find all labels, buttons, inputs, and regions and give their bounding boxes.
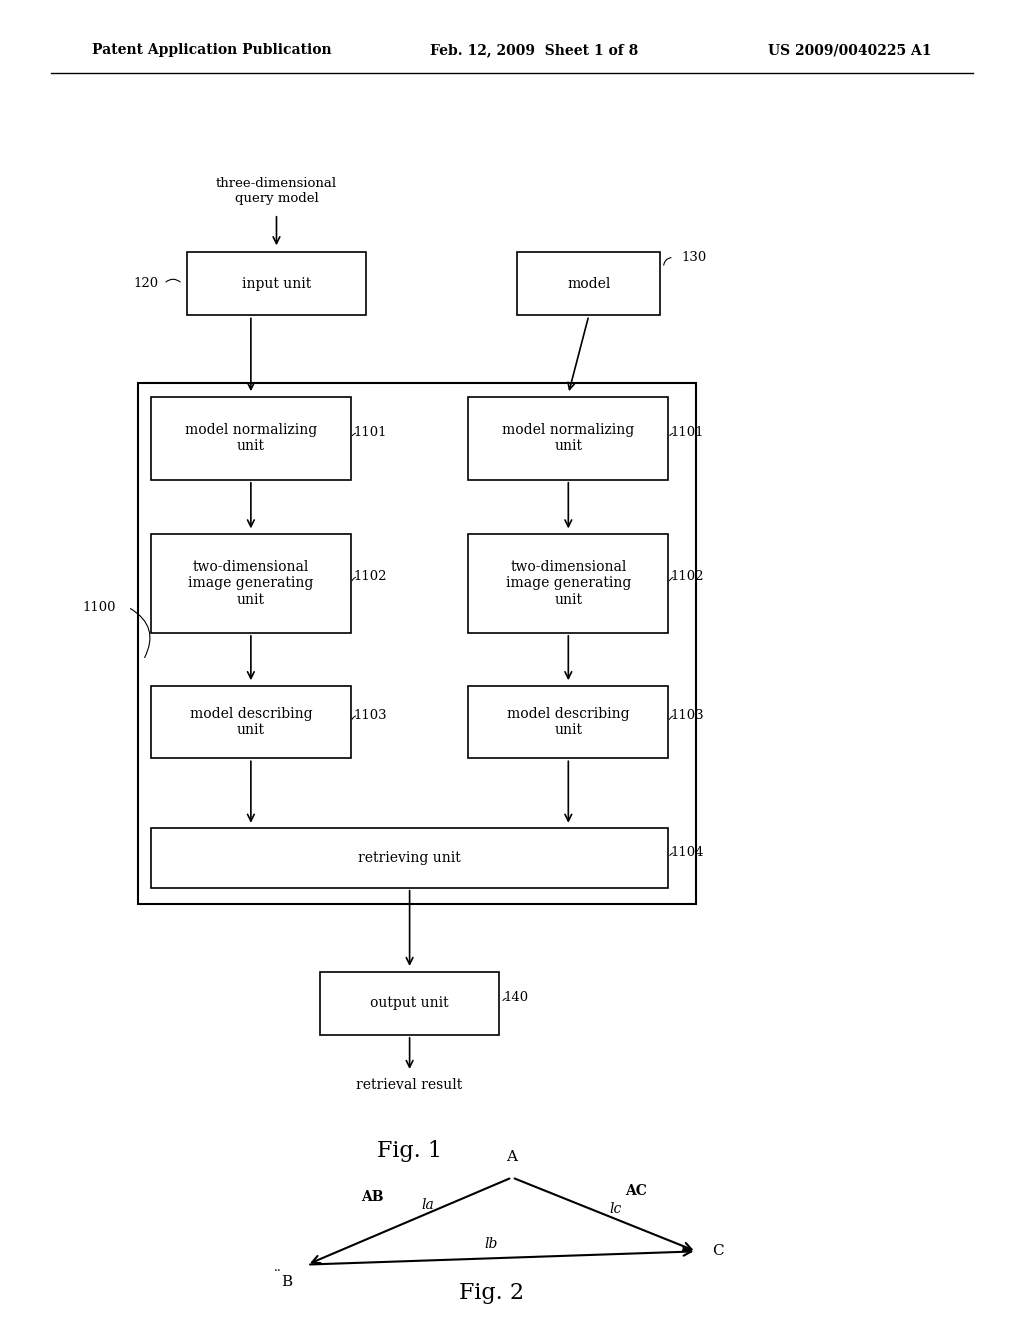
Text: output unit: output unit: [371, 997, 449, 1010]
Text: model describing
unit: model describing unit: [507, 708, 630, 737]
Text: AB: AB: [361, 1191, 384, 1204]
Text: 1101: 1101: [353, 426, 387, 440]
FancyBboxPatch shape: [152, 396, 350, 479]
Text: 1104: 1104: [671, 846, 705, 859]
Text: 1103: 1103: [353, 709, 387, 722]
Text: 120: 120: [133, 277, 159, 290]
Text: C: C: [712, 1245, 723, 1258]
Text: Fig. 2: Fig. 2: [459, 1282, 524, 1304]
Text: A: A: [507, 1150, 517, 1164]
Text: lc: lc: [609, 1203, 622, 1216]
Text: US 2009/0040225 A1: US 2009/0040225 A1: [768, 44, 932, 57]
Text: 1100: 1100: [82, 601, 116, 614]
FancyBboxPatch shape: [138, 383, 696, 904]
Text: input unit: input unit: [242, 277, 311, 290]
Text: AC: AC: [625, 1184, 646, 1197]
Text: retrieval result: retrieval result: [356, 1078, 463, 1092]
FancyBboxPatch shape: [187, 252, 367, 315]
Text: la: la: [422, 1199, 434, 1212]
Text: 1101: 1101: [671, 426, 705, 440]
FancyBboxPatch shape: [469, 533, 669, 632]
Text: 1102: 1102: [671, 570, 705, 583]
Text: two-dimensional
image generating
unit: two-dimensional image generating unit: [188, 560, 313, 607]
Text: three-dimensional
query model: three-dimensional query model: [216, 177, 337, 205]
FancyBboxPatch shape: [152, 686, 350, 758]
Text: lb: lb: [484, 1237, 499, 1251]
Text: Patent Application Publication: Patent Application Publication: [92, 44, 332, 57]
FancyBboxPatch shape: [152, 829, 669, 888]
Text: Feb. 12, 2009  Sheet 1 of 8: Feb. 12, 2009 Sheet 1 of 8: [430, 44, 638, 57]
Text: 140: 140: [504, 991, 529, 1005]
FancyBboxPatch shape: [469, 686, 669, 758]
Text: model normalizing
unit: model normalizing unit: [502, 424, 635, 453]
FancyBboxPatch shape: [319, 972, 500, 1035]
Text: model: model: [567, 277, 610, 290]
Text: Fig. 1: Fig. 1: [377, 1140, 442, 1162]
FancyBboxPatch shape: [469, 396, 669, 479]
Text: ..: ..: [273, 1261, 282, 1274]
Text: two-dimensional
image generating
unit: two-dimensional image generating unit: [506, 560, 631, 607]
Text: model normalizing
unit: model normalizing unit: [184, 424, 317, 453]
Text: retrieving unit: retrieving unit: [358, 851, 461, 865]
Text: 130: 130: [681, 251, 707, 264]
FancyBboxPatch shape: [152, 533, 350, 632]
FancyBboxPatch shape: [517, 252, 660, 315]
Text: model describing
unit: model describing unit: [189, 708, 312, 737]
Text: 1102: 1102: [353, 570, 387, 583]
Text: 1103: 1103: [671, 709, 705, 722]
Text: B: B: [281, 1275, 292, 1290]
